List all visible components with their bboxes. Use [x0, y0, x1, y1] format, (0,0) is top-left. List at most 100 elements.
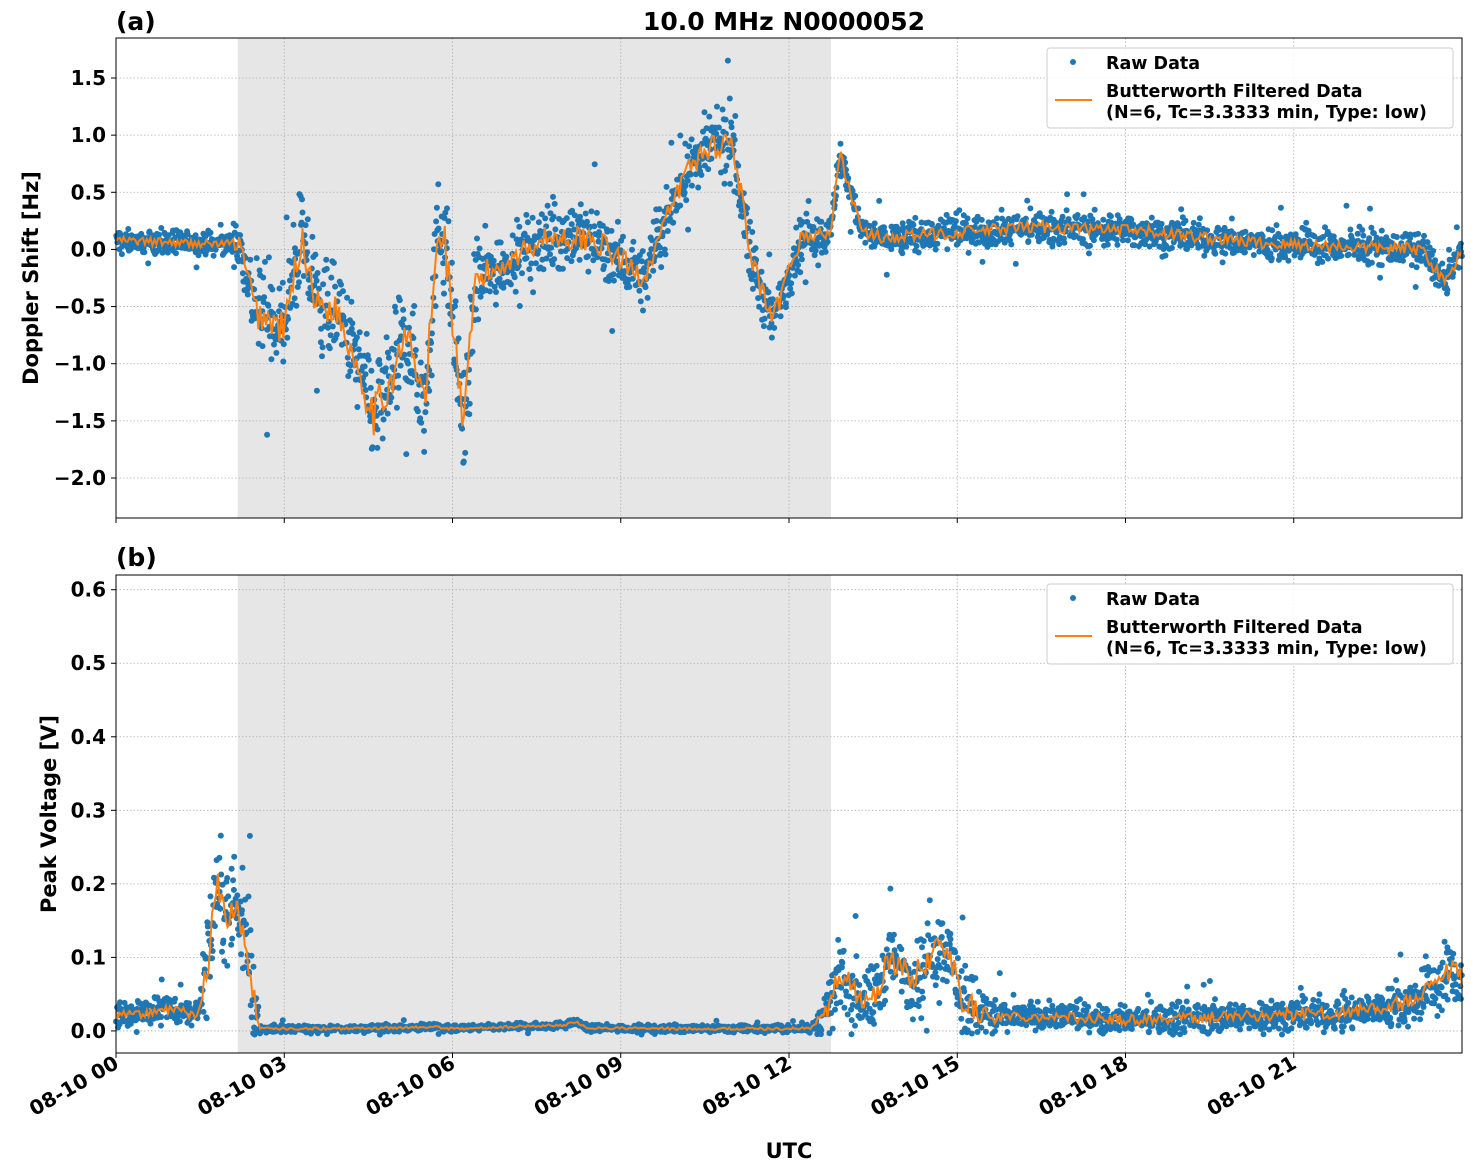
raw-data-point [466, 411, 473, 418]
raw-data-point [516, 303, 523, 309]
raw-data-point [811, 252, 818, 259]
raw-data-point [853, 953, 860, 960]
raw-data-point [238, 951, 245, 958]
raw-data-point [569, 207, 576, 214]
raw-data-point [832, 1006, 838, 1013]
raw-data-point [316, 285, 322, 292]
shaded-interval [237, 575, 832, 1053]
raw-data-point [1237, 1026, 1244, 1033]
raw-data-point [491, 283, 498, 290]
raw-data-point [920, 938, 927, 944]
raw-data-point [176, 1018, 183, 1025]
raw-data-point [526, 266, 533, 273]
raw-data-point [961, 988, 968, 995]
raw-data-point [777, 313, 784, 320]
raw-data-point [280, 341, 287, 348]
raw-data-point [768, 320, 775, 327]
raw-data-point [1424, 239, 1431, 246]
raw-data-point [769, 296, 776, 303]
raw-data-point [542, 215, 549, 222]
raw-data-point [788, 280, 795, 287]
raw-data-point [380, 416, 387, 423]
raw-data-point [253, 255, 260, 262]
raw-data-point [1250, 252, 1257, 258]
raw-data-point [1457, 240, 1464, 247]
raw-data-point [145, 260, 152, 267]
raw-data-point [1190, 219, 1197, 226]
raw-data-point [350, 330, 356, 337]
raw-data-point [1091, 206, 1098, 213]
raw-data-point [1378, 227, 1385, 234]
raw-data-point [1219, 259, 1226, 266]
raw-data-point [933, 974, 940, 981]
raw-data-point [591, 161, 598, 168]
raw-data-point [428, 372, 435, 379]
raw-data-point [683, 197, 690, 204]
raw-data-point [577, 201, 584, 208]
raw-data-point [247, 256, 254, 263]
raw-data-point [230, 886, 237, 893]
raw-data-point [1060, 235, 1067, 242]
raw-data-point [231, 264, 238, 271]
raw-data-point [608, 227, 615, 234]
raw-data-point [156, 231, 162, 238]
raw-data-point [367, 384, 374, 391]
raw-data-point [972, 975, 979, 982]
raw-data-point [269, 286, 276, 293]
raw-data-point [870, 1009, 877, 1016]
raw-data-point [285, 316, 292, 322]
raw-data-point [688, 136, 695, 143]
raw-data-point [546, 230, 553, 237]
raw-data-point [848, 1017, 855, 1024]
raw-data-point [412, 347, 419, 353]
raw-data-point [656, 206, 663, 213]
raw-data-point [250, 963, 257, 970]
raw-data-point [172, 250, 179, 257]
raw-data-point [716, 135, 723, 142]
raw-data-point [1179, 1004, 1186, 1011]
raw-data-point [383, 334, 390, 341]
raw-data-point [797, 269, 804, 276]
raw-data-point [738, 207, 745, 214]
raw-data-point [1104, 241, 1111, 248]
raw-data-point [798, 256, 805, 263]
raw-data-point [327, 332, 334, 339]
raw-data-point [397, 362, 404, 369]
raw-data-point [766, 251, 773, 258]
raw-data-point [284, 334, 291, 341]
raw-data-point [497, 239, 504, 246]
raw-data-point [758, 268, 765, 275]
raw-data-point [474, 235, 480, 242]
raw-data-point [984, 243, 991, 250]
raw-data-point [538, 211, 545, 218]
raw-data-point [818, 218, 825, 225]
raw-data-point [435, 225, 442, 232]
raw-data-point [239, 864, 246, 871]
raw-data-point [915, 249, 922, 256]
raw-data-point [1004, 1029, 1011, 1035]
raw-data-point [356, 329, 363, 336]
raw-data-point [347, 368, 354, 375]
raw-data-point [1325, 255, 1331, 262]
panel-a-ylabel: Doppler Shift [Hz] [19, 171, 43, 385]
raw-data-point [348, 325, 355, 332]
raw-data-point [293, 302, 300, 309]
raw-data-point [640, 307, 646, 314]
raw-data-point [685, 226, 692, 233]
raw-data-point [924, 920, 931, 927]
raw-data-point [158, 225, 165, 231]
raw-data-point [438, 248, 445, 255]
raw-data-point [571, 212, 578, 219]
raw-data-point [1282, 1021, 1289, 1028]
raw-data-point [558, 248, 564, 255]
raw-data-point [422, 409, 429, 416]
raw-data-point [614, 218, 621, 225]
raw-data-point [417, 359, 424, 366]
raw-data-point [326, 345, 333, 352]
raw-data-point [320, 281, 327, 288]
raw-data-point [1182, 217, 1189, 224]
raw-data-point [920, 995, 926, 1001]
raw-data-point [934, 956, 941, 963]
raw-data-point [1184, 246, 1191, 252]
raw-data-point [965, 249, 972, 256]
